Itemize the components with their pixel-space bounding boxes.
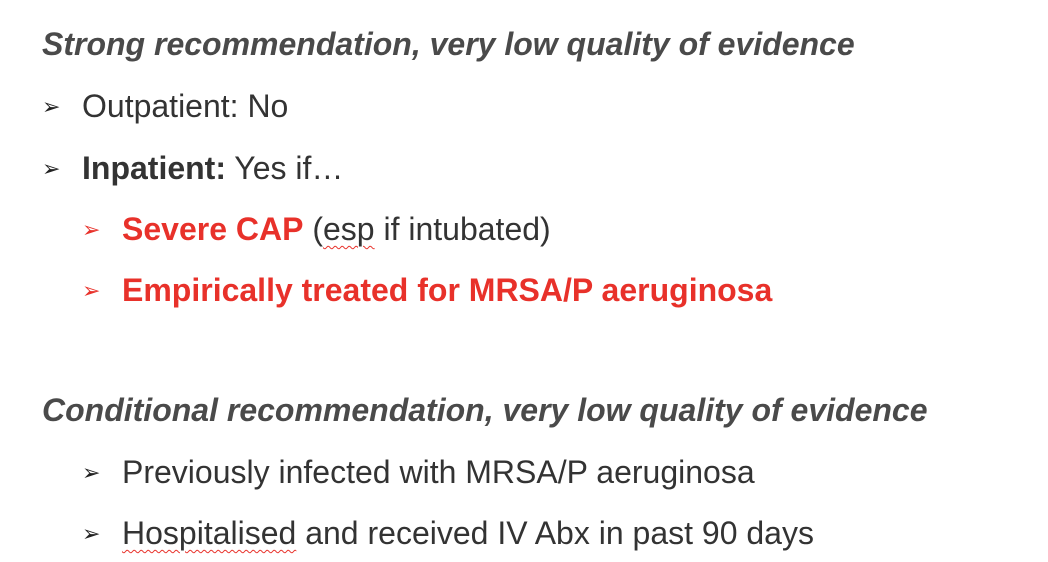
arrow-bullet-icon: ➢ xyxy=(42,156,61,181)
bullet-bold-text: Empirically treated for MRSA/P aeruginos… xyxy=(122,272,773,308)
arrow-bullet-icon: ➢ xyxy=(82,521,101,546)
bullet-severe-cap: ➢ Severe CAP (esp if intubated) xyxy=(82,209,551,250)
section-heading-conditional: Conditional recommendation, very low qua… xyxy=(42,392,928,428)
bullet-previously-infected: ➢ Previously infected with MRSA/P aerugin… xyxy=(82,452,755,493)
bullet-text: Yes if… xyxy=(225,150,344,186)
spellcheck-word: esp xyxy=(322,211,375,247)
bullet-text: Previously infected with MRSA/P aerugino… xyxy=(122,454,755,490)
bullet-text: ( xyxy=(303,211,323,247)
bullet-text: Outpatient: No xyxy=(82,88,289,124)
arrow-bullet-icon: ➢ xyxy=(82,460,101,485)
bullet-bold-text: Inpatient: xyxy=(82,150,226,186)
bullet-empirically-treated: ➢ Empirically treated for MRSA/P aerugino… xyxy=(82,270,772,311)
bullet-hospitalised: ➢ Hospitalised and received IV Abx in pas… xyxy=(82,513,814,554)
section-heading-strong: Strong recommendation, very low quality … xyxy=(42,26,855,62)
bullet-text: if intubated) xyxy=(374,211,551,247)
bullet-text: and received IV Abx in past 90 days xyxy=(296,515,814,551)
bullet-outpatient: ➢ Outpatient: No xyxy=(42,86,288,127)
bullet-bold-text: Severe CAP xyxy=(122,211,304,247)
bullet-inpatient: ➢ Inpatient: Yes if… xyxy=(42,148,343,189)
arrow-bullet-icon: ➢ xyxy=(82,217,101,242)
spellcheck-word: Hospitalised xyxy=(122,515,297,551)
arrow-bullet-icon: ➢ xyxy=(42,94,61,119)
arrow-bullet-icon: ➢ xyxy=(82,278,101,303)
